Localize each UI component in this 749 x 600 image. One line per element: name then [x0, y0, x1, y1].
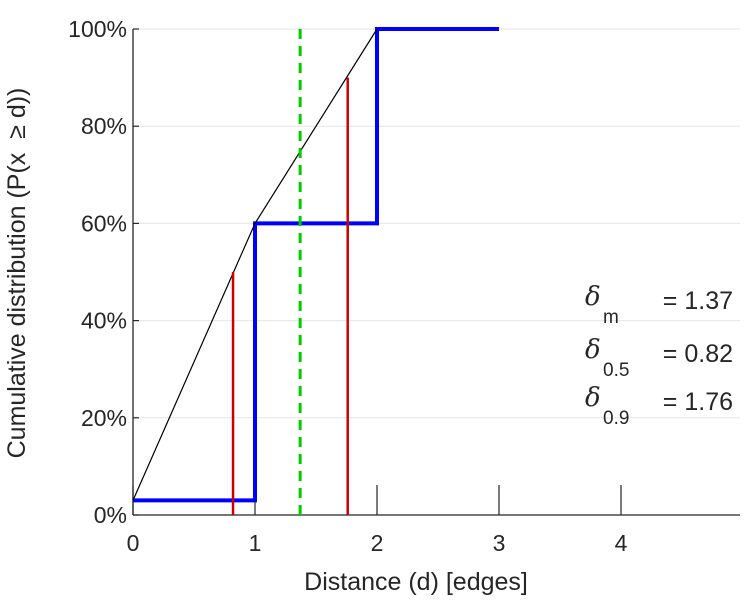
- y-tick-label: 80%: [81, 113, 127, 139]
- stat-annotation: δm = 1.37: [585, 282, 733, 328]
- tick-labels: 0% 20% 40% 60% 80% 100% 0 1 2 3 4: [68, 16, 627, 556]
- x-tick-label: 1: [249, 530, 262, 556]
- y-tick-label: 100%: [68, 16, 127, 42]
- data-series: [132, 27, 499, 503]
- x-tick-label: 3: [493, 530, 506, 556]
- interpolated-cdf-line: [132, 28, 378, 501]
- stat-subscript: m: [603, 307, 619, 328]
- step-cdf-line: [133, 27, 499, 503]
- y-tick-label: 40%: [81, 308, 127, 334]
- stat-annotation: δ0.5 = 0.82: [585, 335, 733, 381]
- stat-symbol: δ: [585, 335, 601, 365]
- x-tick-label: 2: [371, 530, 384, 556]
- stat-value: = 0.82: [663, 340, 733, 368]
- vertical-markers: [231, 29, 349, 515]
- y-axis-label: Cumulative distribution (P(x ≥ d)): [3, 88, 31, 459]
- y-tick-label: 60%: [81, 210, 127, 236]
- stat-value: = 1.76: [663, 388, 733, 416]
- y-tick-label: 0%: [94, 502, 127, 528]
- y-tick-label: 20%: [81, 405, 127, 431]
- x-tick-label: 0: [127, 530, 140, 556]
- x-tick-label: 4: [615, 530, 628, 556]
- x-axis-label: Distance (d) [edges]: [304, 568, 528, 596]
- stat-subscript: 0.5: [603, 360, 629, 381]
- stat-annotation: δ0.9 = 1.76: [585, 383, 733, 429]
- stat-symbol: δ: [585, 282, 601, 312]
- stat-symbol: δ: [585, 383, 601, 413]
- stat-subscript: 0.9: [603, 408, 629, 429]
- stat-value: = 1.37: [663, 287, 733, 315]
